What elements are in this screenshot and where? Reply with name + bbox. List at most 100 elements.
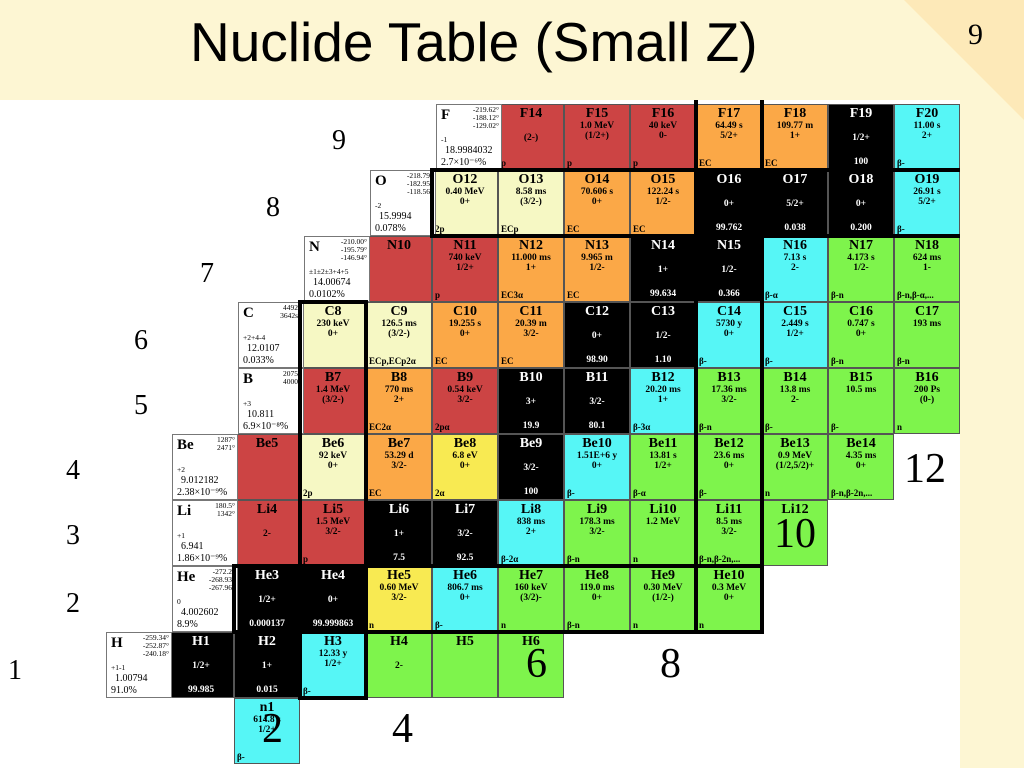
spin-parity: 1/2+ (324, 659, 342, 669)
nuclide-cell-h3: H3 12.33 y 1/2+ β- (300, 632, 366, 698)
spin-parity: 5/2+ (786, 199, 804, 209)
nuclide-name: C10 (452, 304, 478, 319)
spin-parity: 0+ (855, 199, 867, 209)
oxidation-states: 0 (177, 597, 181, 606)
spin-parity: 3+ (525, 397, 537, 407)
nuclide-cell-n17: N17 4.173 s 1/2- β-n (828, 236, 894, 302)
half-life: 2.449 s (781, 319, 809, 329)
decay-mode: p (303, 554, 309, 564)
half-life: 8.58 ms (515, 187, 547, 197)
nuclide-cell-he9: He9 0.30 MeV (1/2-) n (630, 566, 696, 632)
spin-parity: 3/2- (325, 527, 341, 537)
spin-parity: 0+ (591, 593, 603, 603)
nuclide-cell-b11: B11 3/2- 80.1 (564, 368, 630, 434)
nuclide-name: B13 (717, 370, 741, 385)
element-symbol: Be (177, 437, 194, 453)
spin-parity: 0+ (723, 329, 735, 339)
nuclide-name: B7 (324, 370, 342, 385)
z-label-7: 7 (200, 258, 214, 289)
nuclide-cell-f14: F14 (2-) p (498, 104, 564, 170)
nuclide-cell-b8: B8 770 ms 2+ EC2α (366, 368, 432, 434)
nuclide-name: C15 (782, 304, 808, 319)
nuclide-name: F15 (585, 106, 609, 121)
nuclide-cell-n10: N10 (366, 236, 432, 302)
half-life: 119.0 ms (579, 583, 615, 593)
spin-parity: (3/2-) (388, 329, 410, 339)
nuclide-cell-n11: N11 740 keV 1/2+ p (432, 236, 498, 302)
z-label-6: 6 (134, 325, 148, 356)
half-life: 40 keV (648, 121, 678, 131)
nuclide-cell-f17: F17 64.49 s 5/2+ EC (696, 104, 762, 170)
magic-n2-left-line (298, 302, 302, 698)
magic-n2-right-line (364, 302, 368, 698)
nuclide-cell-b13: B13 17.36 ms 3/2- β-n (696, 368, 762, 434)
nuclide-cell-li6: Li6 1+ 7.5 (366, 500, 432, 566)
half-life: 1.51E+6 y (576, 451, 618, 461)
half-life: 230 keV (316, 319, 350, 329)
half-life: 19.255 s (448, 319, 482, 329)
half-life: 17.36 ms (711, 385, 747, 395)
nuclide-name: N11 (453, 238, 477, 253)
nuclide-name: C16 (848, 304, 874, 319)
nuclide-name: He5 (386, 568, 412, 583)
decay-mode: 2α (435, 488, 445, 498)
decay-mode: EC (567, 224, 580, 234)
nuclide-cell-f18: F18 109.77 m 1+ EC (762, 104, 828, 170)
nuclide-name: Li9 (586, 502, 608, 517)
nuclide-name: n1 (259, 700, 275, 715)
decay-mode: n (633, 554, 639, 564)
decay-mode: ECp,ECp2α (369, 356, 416, 366)
half-life: 0.9 MeV (777, 451, 813, 461)
nuclide-cell-be5: Be5 (234, 434, 300, 500)
nuclide-cell-b12: B12 20.20 ms 1+ β-3α (630, 368, 696, 434)
decay-mode: n (369, 620, 375, 630)
element-info-f: F -219.62° -188.12° -129.02° -1 18.9984032 2… (436, 104, 502, 170)
nuclide-cell-be11: Be11 13.81 s 1/2+ β-α (630, 434, 696, 500)
half-life: 13.8 ms (779, 385, 811, 395)
magic-z2-bottom-line (232, 630, 764, 634)
nuclide-cell-f15: F15 1.0 MeV (1/2+) p (564, 104, 630, 170)
spin-parity: 1/2+ (192, 661, 210, 671)
magic-n2-bottom-line (298, 696, 368, 700)
atomic-weight: 12.0107 (247, 343, 280, 354)
magic-z8-left-line (430, 168, 434, 238)
nuclide-name: H1 (192, 634, 210, 649)
nuclide-name: F19 (849, 106, 873, 121)
nuclide-cell-he4: He4 0+ 99.999863 (300, 566, 366, 632)
element-symbol: F (441, 107, 451, 123)
natural-abundance: 91.0% (111, 685, 137, 696)
nuclide-name: Li11 (715, 502, 743, 517)
nuclide-cell-be13: Be13 0.9 MeV (1/2,5/2)+ n (762, 434, 828, 500)
spin-parity: (2-) (523, 133, 539, 143)
decay-mode: β- (897, 158, 905, 168)
spin-parity: 0+ (327, 329, 339, 339)
half-life: 4.35 ms (845, 451, 877, 461)
decay-mode: β-n,β-2n,... (699, 554, 741, 564)
melting-boiling-points: 4492° 3642s° (280, 303, 301, 320)
decay-mode: n (501, 620, 507, 630)
n-label-12: 12 (904, 446, 946, 492)
spin-parity: 0+ (723, 199, 735, 209)
nuclide-name: He9 (650, 568, 676, 583)
spin-parity: 1/2+ (852, 133, 870, 143)
melting-boiling-points: 2075° 4000° (283, 369, 301, 386)
spin-parity: 2+ (393, 395, 405, 405)
half-life: 11.000 ms (511, 253, 551, 263)
nuclide-name: Be6 (321, 436, 345, 451)
half-life: 0.3 MeV (711, 583, 747, 593)
decay-mode: β- (567, 488, 575, 498)
half-life: 122.24 s (646, 187, 680, 197)
decay-mode: β- (435, 620, 443, 630)
nuclide-cell-li8: Li8 838 ms 2+ β-2α (498, 500, 564, 566)
nuclide-name: O19 (914, 172, 940, 187)
nuclide-name: C8 (324, 304, 342, 319)
nuclide-name: He7 (518, 568, 544, 583)
natural-abundance: 2.7×10⁻⁶% (441, 157, 487, 168)
spin-parity: 1- (923, 263, 931, 273)
spin-parity: 2+ (525, 527, 537, 537)
element-info-be: Be 1287° 2471° +2 9.012182 2.38×10⁻⁹% (172, 434, 238, 500)
melting-boiling-points: -219.62° -188.12° -129.02° (472, 105, 499, 130)
nuclide-cell-li11: Li11 8.5 ms 3/2- β-n,β-2n,... (696, 500, 762, 566)
half-life: 806.7 ms (447, 583, 483, 593)
decay-mode: β- (897, 224, 905, 234)
